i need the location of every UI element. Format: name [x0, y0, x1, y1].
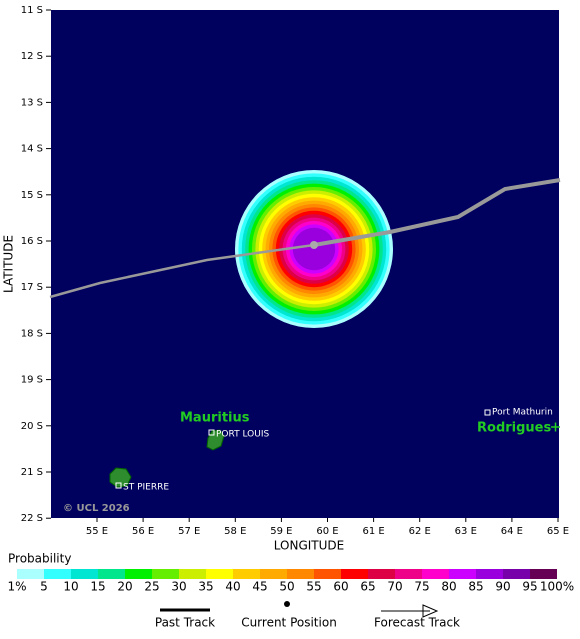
y-tick-label: 18 S — [21, 328, 43, 339]
colorbar-label: 20 — [117, 580, 132, 594]
y-axis-label: LATITUDE — [2, 235, 16, 293]
colorbar-label: 75 — [414, 580, 429, 594]
y-tick-label: 20 S — [21, 421, 43, 432]
x-tick-label: 65 E — [547, 526, 569, 537]
x-tick-label: 56 E — [132, 526, 154, 537]
y-tick-label: 15 S — [21, 190, 43, 201]
x-tick-label: 57 E — [178, 526, 200, 537]
marker — [551, 422, 560, 432]
colorbar-label: 40 — [225, 580, 240, 594]
x-tick-label: 58 E — [224, 526, 246, 537]
colorbar-label: 70 — [387, 580, 402, 594]
legend-current-position — [284, 601, 290, 607]
colorbar-swatch — [530, 569, 557, 579]
y-tick-label: 12 S — [21, 51, 43, 62]
colorbar-swatch — [125, 569, 152, 579]
colorbar-swatch — [422, 569, 449, 579]
colorbar-swatch — [368, 569, 395, 579]
legend-label: Forecast Track — [374, 616, 460, 630]
colorbar-label: 10 — [63, 580, 78, 594]
colorbar-label: 60 — [333, 580, 348, 594]
x-tick-label: 55 E — [86, 526, 108, 537]
colorbar-title: Probability — [8, 552, 71, 566]
colorbar-swatch — [71, 569, 98, 579]
colorbar-label: 80 — [441, 580, 456, 594]
place-label: Port Mathurin — [492, 408, 553, 418]
colorbar-label: 90 — [495, 580, 510, 594]
legend-forecast-track — [381, 604, 439, 618]
colorbar-label: 5 — [40, 580, 48, 594]
place-label: ST PIERRE — [123, 483, 169, 493]
colorbar-label: 15 — [90, 580, 105, 594]
colorbar-swatch — [260, 569, 287, 579]
x-tick-label: 60 E — [316, 526, 338, 537]
colorbar-swatch — [476, 569, 503, 579]
past-track — [49, 243, 315, 299]
colorbar-label: 35 — [198, 580, 213, 594]
colorbar-swatch — [503, 569, 530, 579]
colorbar-swatch — [179, 569, 206, 579]
x-axis-label: LONGITUDE — [274, 539, 344, 553]
x-tick-label: 64 E — [501, 526, 523, 537]
y-tick-label: 21 S — [21, 467, 43, 478]
place-label: Rodrigues — [477, 421, 551, 436]
colorbar-swatch — [314, 569, 341, 579]
colorbar-swatch — [233, 569, 260, 579]
colorbar-swatch — [206, 569, 233, 579]
colorbar-swatch — [287, 569, 314, 579]
colorbar-swatch — [395, 569, 422, 579]
probability-field — [235, 170, 393, 328]
current-position — [310, 241, 318, 249]
island-reunion — [109, 467, 132, 488]
y-tick-label: 14 S — [21, 144, 43, 155]
y-tick-label: 19 S — [21, 375, 43, 386]
copyright: © UCL 2026 — [63, 503, 130, 514]
place-label: PORT LOUIS — [216, 430, 269, 440]
marker — [208, 429, 215, 436]
y-tick-label: 22 S — [21, 513, 43, 524]
forecast-track — [313, 178, 561, 247]
colorbar-label: 65 — [360, 580, 375, 594]
x-tick-label: 59 E — [270, 526, 292, 537]
colorbar-label: 85 — [468, 580, 483, 594]
colorbar-label: 100% — [540, 580, 574, 594]
colorbar-label: 55 — [306, 580, 321, 594]
colorbar-label: 30 — [171, 580, 186, 594]
colorbar-label: 45 — [252, 580, 267, 594]
colorbar-label: 25 — [144, 580, 159, 594]
place-label: Mauritius — [180, 411, 250, 426]
legend-label: Past Track — [155, 616, 215, 630]
y-tick-label: 17 S — [21, 282, 43, 293]
colorbar-label: 1% — [7, 580, 26, 594]
colorbar-swatch — [44, 569, 71, 579]
legend-label: Current Position — [241, 616, 337, 630]
colorbar-label: 95 — [522, 580, 537, 594]
colorbar-swatch — [152, 569, 179, 579]
x-tick-label: 61 E — [362, 526, 384, 537]
y-tick-label: 13 S — [21, 97, 43, 108]
colorbar-swatch — [98, 569, 125, 579]
y-tick-label: 16 S — [21, 236, 43, 247]
colorbar-label: 50 — [279, 580, 294, 594]
colorbar-swatch — [341, 569, 368, 579]
x-tick-label: 63 E — [455, 526, 477, 537]
marker — [484, 409, 491, 416]
x-tick-label: 62 E — [409, 526, 431, 537]
y-tick-label: 11 S — [21, 5, 43, 16]
marker — [115, 482, 122, 489]
colorbar-swatch — [17, 569, 44, 579]
colorbar-swatch — [449, 569, 476, 579]
